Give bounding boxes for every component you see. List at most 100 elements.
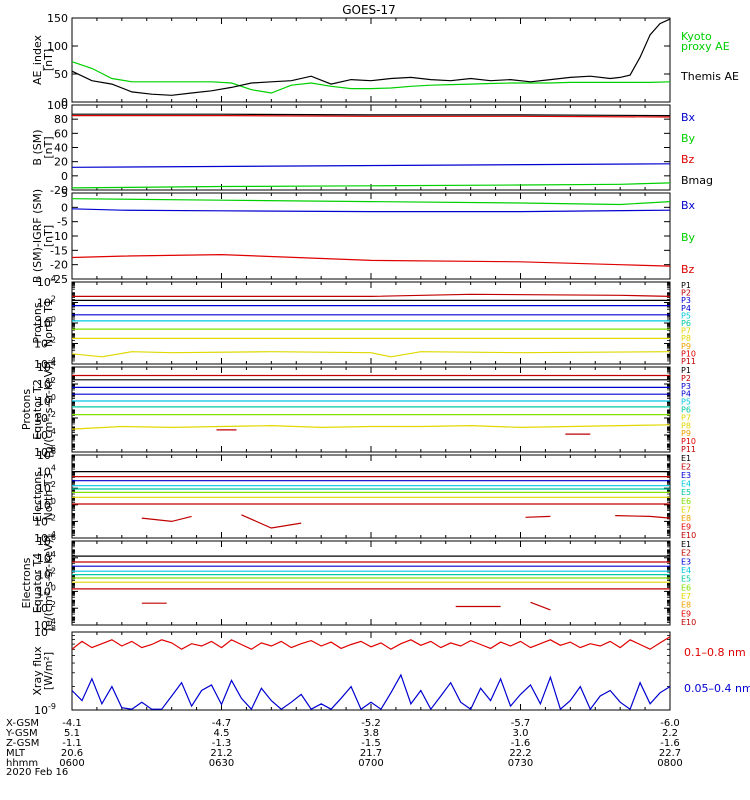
series-label: P6 — [681, 406, 691, 415]
ephemeris-value: 0630 — [209, 758, 234, 769]
series-line-bx — [71, 163, 671, 168]
y-axis-label: Equator T4 — [31, 553, 44, 613]
series-line-bz — [71, 253, 671, 267]
ephemeris-value: 0800 — [657, 758, 682, 769]
panel-frame — [71, 17, 671, 103]
series-label: P8 — [681, 421, 691, 430]
y-tick-label: 104 — [37, 274, 56, 289]
y-tick-exponent: -9 — [48, 702, 56, 711]
y-axis-label: [nT] — [42, 136, 55, 158]
series-label: Bz — [681, 153, 695, 166]
y-axis-label: Protons — [31, 302, 44, 343]
series-line-bz — [72, 114, 671, 118]
panel-frame — [71, 454, 671, 539]
ephemeris-value: 21.2 — [210, 748, 232, 759]
y-tick-label: 0 — [61, 201, 68, 214]
y-tick-exponent: 2 — [51, 480, 56, 489]
series-label: E9 — [681, 609, 691, 618]
series-label: P1 — [681, 366, 691, 375]
series-line-e11 — [530, 601, 551, 611]
ephemeris-value: 22.2 — [509, 748, 531, 759]
panel-8: 10-9 10-8 Xray flux[W/m²] 0.1–0.8 nm 0.05–0.… — [31, 624, 750, 717]
ephemeris-value: 4.5 — [214, 728, 230, 739]
y-tick-label: -20 — [50, 184, 68, 197]
y-tick-label: -25 — [50, 273, 68, 286]
y-tick-label: 106 — [37, 447, 56, 462]
series-label: 0.1–0.8 nm — [684, 646, 746, 659]
y-axis-label: [nT] — [42, 225, 55, 247]
series-line-kyoto-proxy-ae — [71, 61, 671, 94]
series-label: E10 — [681, 531, 696, 540]
ephemeris-value: -5.2 — [361, 718, 381, 729]
y-tick-exponent: 0 — [51, 393, 56, 402]
series-label: E8 — [681, 514, 691, 523]
y-tick-exponent: 4 — [51, 359, 56, 368]
ephemeris-value: 0700 — [358, 758, 383, 769]
series-label: E3 — [681, 557, 691, 566]
series-label: E6 — [681, 497, 691, 506]
y-tick-label: 50 — [54, 68, 68, 81]
series-line-e11 — [525, 515, 551, 518]
series-label: Bz — [681, 263, 695, 276]
series-label: Bmag — [681, 174, 713, 187]
series-line-p1 — [72, 293, 671, 297]
ephemeris-value: 2.2 — [662, 728, 678, 739]
y-tick-label: -5 — [57, 216, 68, 229]
ephemeris-row-label: hhmm — [6, 758, 38, 769]
ephemeris-value: -1.6 — [511, 738, 531, 749]
series-line-0-05-0-4-nm — [71, 673, 671, 711]
series-label: P2 — [681, 374, 691, 383]
y-tick-exponent: 0 — [51, 583, 56, 592]
y-tick-exponent: 6 — [51, 533, 56, 542]
ephemeris-value: 0730 — [508, 758, 533, 769]
series-label: P7 — [681, 413, 691, 422]
panel-frame — [71, 192, 671, 280]
series-label: E4 — [681, 480, 691, 489]
y-axis-label: Protons — [20, 389, 33, 430]
ephemeris-value: -1.3 — [212, 738, 232, 749]
y-tick-exponent: -2 — [48, 410, 56, 419]
y-axis-label: B (SM) — [31, 129, 44, 165]
series-label: E4 — [681, 566, 691, 575]
series-label: P4 — [681, 390, 691, 399]
series-label: proxy AE — [681, 40, 730, 53]
series-label: E1 — [681, 540, 691, 549]
series-line-p8 — [71, 424, 671, 430]
series-label: E2 — [681, 463, 691, 472]
series-label: P11 — [681, 445, 696, 454]
y-axis-label: B (SM)-IGRF (SM) — [31, 189, 44, 283]
series-label: P4 — [681, 304, 691, 313]
series-line-0-1-0-8-nm — [71, 636, 671, 650]
series-label: By — [681, 231, 696, 244]
y-axis-label: [p/(cm²-s-sr-keV)] — [42, 361, 55, 458]
series-label: 0.05–0.4 nm — [684, 682, 750, 695]
y-axis-label: Electrons — [31, 471, 44, 522]
y-axis-label: [e/(cm²-s-sr-keV)] — [42, 535, 55, 631]
ephemeris-value: -4.7 — [212, 718, 232, 729]
series-label: P7 — [681, 327, 691, 336]
series-label: P2 — [681, 289, 691, 298]
series-line-e9 — [141, 515, 192, 523]
y-axis-label: Electrons — [20, 557, 33, 608]
series-label: Kyoto — [681, 30, 712, 43]
y-tick-exponent: 2 — [51, 567, 56, 576]
y-tick-exponent: 2 — [51, 295, 56, 304]
y-tick-label: 40 — [54, 142, 68, 155]
y-tick-label: -10 — [50, 230, 68, 243]
y-axis-label: AE_index — [31, 34, 44, 85]
series-label: Themis AE — [680, 70, 739, 83]
ephemeris-value: 22.7 — [659, 748, 681, 759]
series-label: Bx — [681, 199, 696, 212]
series-label: E7 — [681, 505, 691, 514]
series-label: P1 — [681, 281, 691, 290]
series-label: E1 — [681, 454, 691, 463]
y-tick-label: 0 — [61, 170, 68, 183]
series-label: P3 — [681, 382, 691, 391]
ephemeris-value: 5.1 — [64, 728, 80, 739]
